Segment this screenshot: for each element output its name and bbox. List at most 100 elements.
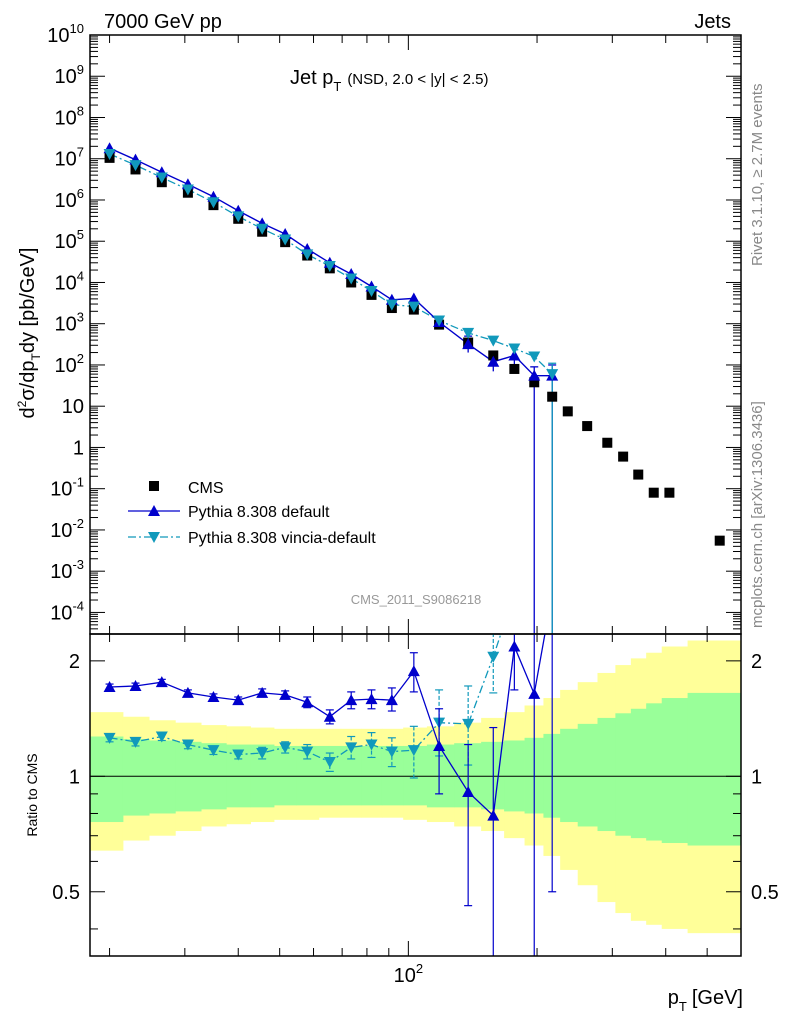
ratio-marker-vincia [301, 746, 314, 758]
main-y-tick-label: 107 [55, 145, 84, 171]
ratio-marker-default [155, 676, 168, 688]
rivet-label: Rivet 3.1.10, ≥ 2.7M events [749, 84, 766, 267]
main-marker-vincia [256, 223, 269, 235]
ratio-marker-vincia [323, 756, 336, 768]
main-marker-cms [714, 535, 725, 546]
ratio-marker-default [385, 694, 398, 706]
ratio-y-tick-label-right: 2 [751, 651, 762, 673]
ratio-band-inner [630, 708, 647, 839]
main-marker-default [508, 349, 521, 361]
ratio-marker-default [181, 686, 194, 698]
main-marker-vincia [301, 249, 314, 261]
ratio-xlabel-sub: T [679, 999, 687, 1014]
main-marker-default [528, 369, 541, 381]
ratio-marker-default [407, 665, 420, 677]
mcplots-label: mcplots.cern.ch [arXiv:1306.3436] [749, 401, 766, 628]
main-title-extra: (NSD, 2.0 < |y| < 2.5) [347, 71, 488, 88]
main-marker-vincia [279, 234, 292, 246]
main-series-line-vincia [109, 153, 553, 375]
main-y-tick-label: 103 [55, 310, 84, 336]
legend-label-cms: CMS [188, 480, 224, 497]
main-marker-vincia [345, 273, 358, 285]
main-marker-cms [488, 350, 499, 361]
ratio-band-inner [661, 698, 688, 844]
ratio-marker-vincia [103, 732, 116, 744]
ratio-marker-vincia [345, 742, 358, 754]
legend-marker-cms [149, 481, 159, 491]
ratio-band-inner [597, 717, 616, 832]
ratio-marker-default [279, 688, 292, 700]
main-marker-vincia [462, 327, 475, 339]
ratio-band-inner [122, 739, 150, 816]
ratio-series-line-vincia [109, 634, 502, 763]
ratio-marker-default [365, 693, 378, 705]
ratio-xlabel-main: p [668, 987, 679, 1009]
ratio-marker-vincia [256, 748, 269, 760]
main-y-tick-label: 10-1 [50, 475, 84, 501]
ratio-marker-vincia [232, 749, 245, 761]
main-marker-vincia [487, 335, 500, 347]
ratio-marker-vincia [407, 745, 420, 757]
main-marker-cms [602, 437, 613, 448]
ratio-marker-default [528, 687, 541, 699]
legend-label-vincia: Pythia 8.308 vincia-default [188, 530, 376, 547]
ratio-marker-vincia [155, 731, 168, 743]
main-y-tick-label: 1010 [47, 21, 84, 47]
watermark: CMS_2011_S9086218 [351, 592, 482, 607]
ratio-marker-default [345, 694, 358, 706]
ratio-band-inner [361, 745, 383, 806]
main-marker-default [487, 355, 500, 367]
ratio-panel: 102 0.5 0.5 1 1 2 2 Ratio to CMS pT [GeV] [24, 633, 779, 1014]
main-y-tick-label: 102 [55, 351, 84, 377]
ratio-band-inner [149, 740, 176, 814]
ratio-marker-default [323, 710, 336, 722]
ratio-marker-default [256, 686, 269, 698]
ratio-marker-default [462, 786, 475, 798]
ratio-marker-vincia [365, 739, 378, 751]
ratio-marker-vincia [385, 746, 398, 758]
ratio-band-inner [90, 736, 124, 823]
ratio-marker-vincia [181, 739, 194, 751]
ratio-xlabel: pT [GeV] [668, 987, 743, 1014]
ratio-marker-default [433, 739, 446, 751]
main-marker-vincia [103, 149, 116, 161]
main-marker-cms [509, 363, 520, 374]
main-marker-cms [633, 469, 644, 480]
ratio-marker-default [232, 694, 245, 706]
main-marker-cms [562, 406, 573, 417]
ratio-data-layer [103, 634, 557, 956]
main-y-tick-label: 10-3 [50, 557, 84, 583]
ratio-ylabel: Ratio to CMS [24, 753, 40, 836]
ratio-band-inner [403, 745, 428, 806]
ratio-band-inner [687, 692, 741, 846]
main-y-tick-label: 10-2 [50, 516, 84, 542]
legend-label-default: Pythia 8.308 default [188, 504, 330, 521]
ratio-bands [90, 640, 741, 934]
ratio-axes: 102 0.5 0.5 1 1 2 2 [52, 634, 779, 987]
main-panel: 101010910810710610510410310210110-110-21… [15, 21, 742, 635]
ratio-y-tick-label-right: 1 [751, 766, 762, 788]
ratio-band-inner [381, 745, 404, 806]
main-ylabel: d2σ/dpTdy [pb/GeV] [15, 248, 43, 419]
ratio-marker-vincia [207, 745, 220, 757]
main-marker-cms [582, 421, 593, 432]
main-marker-vincia [323, 261, 336, 273]
main-marker-vincia [407, 301, 420, 313]
main-marker-cms [664, 487, 675, 498]
main-y-tick-label: 108 [55, 103, 84, 129]
main-marker-vincia [155, 172, 168, 184]
ratio-x-tick-label: 102 [394, 961, 423, 987]
ratio-band-inner [296, 745, 320, 806]
main-data-layer [103, 142, 725, 634]
ratio-series-line-default [109, 634, 546, 817]
ratio-band-inner [340, 745, 363, 806]
main-marker-vincia [232, 211, 245, 223]
ratio-band-inner [560, 728, 579, 823]
ratio-band-inner [318, 745, 342, 806]
ratio-y-tick-label-right: 0.5 [751, 882, 779, 904]
main-marker-vincia [528, 351, 541, 363]
legend-marker-vincia [148, 532, 160, 543]
ratio-marker-vincia [487, 651, 500, 663]
main-marker-cms [648, 487, 659, 498]
main-y-tick-label: 10 [62, 396, 84, 418]
